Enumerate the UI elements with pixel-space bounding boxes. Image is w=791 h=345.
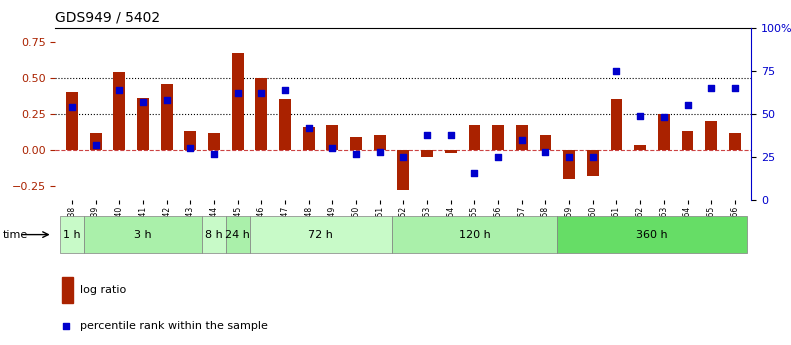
Point [492,154,505,160]
Point [516,137,528,142]
Bar [611,99,623,150]
Point [255,90,267,96]
Text: 360 h: 360 h [636,230,668,239]
Point [657,115,670,120]
FancyBboxPatch shape [558,216,747,253]
Point [539,149,552,155]
Bar [587,150,599,176]
Bar [89,132,101,150]
Point [373,149,386,155]
Text: 120 h: 120 h [459,230,490,239]
Text: 1 h: 1 h [63,230,81,239]
Bar [539,135,551,150]
Bar [184,131,196,150]
Bar [255,78,267,150]
Point [468,170,481,175]
FancyBboxPatch shape [226,216,249,253]
Text: percentile rank within the sample: percentile rank within the sample [80,321,267,331]
Point [350,151,362,156]
FancyBboxPatch shape [202,216,226,253]
FancyBboxPatch shape [60,216,84,253]
Bar [398,150,409,190]
Bar [374,135,386,150]
Bar [729,132,741,150]
Bar [327,125,339,150]
Point [89,142,102,148]
FancyBboxPatch shape [392,216,558,253]
Bar [516,125,528,150]
Bar [62,277,73,303]
Point [492,132,505,137]
Text: GDS949 / 5402: GDS949 / 5402 [55,10,161,24]
Point [278,87,291,92]
Bar [682,131,694,150]
Point [563,154,576,160]
Point [445,132,457,137]
Point [681,102,694,108]
Point [634,113,646,118]
Bar [66,92,78,150]
Text: time: time [3,230,28,239]
Point [302,125,315,130]
Point [729,85,741,91]
Point [610,68,623,73]
Point [66,104,78,110]
Text: 3 h: 3 h [134,230,152,239]
Bar [706,121,717,150]
Bar [279,99,291,150]
Bar [563,150,575,179]
Point [161,97,173,103]
Bar [492,125,504,150]
Point [421,132,433,137]
Bar [161,84,172,150]
Point [326,146,339,151]
Bar [634,146,646,150]
Text: 8 h: 8 h [205,230,223,239]
Text: log ratio: log ratio [80,285,126,295]
Bar [208,132,220,150]
FancyBboxPatch shape [84,216,202,253]
Point [231,90,244,96]
Bar [137,98,149,150]
Point [137,99,149,105]
Bar [350,137,362,150]
Point [397,154,410,160]
Bar [468,125,480,150]
Point [184,146,197,151]
Text: 24 h: 24 h [225,230,250,239]
Point [586,154,599,160]
FancyBboxPatch shape [249,216,392,253]
Bar [113,72,125,150]
Bar [658,114,670,150]
Bar [232,53,244,150]
Bar [421,150,433,157]
Point [705,85,717,91]
Text: 72 h: 72 h [308,230,333,239]
Point [208,151,221,156]
Bar [445,150,456,152]
Bar [303,127,315,150]
Point [113,87,126,92]
